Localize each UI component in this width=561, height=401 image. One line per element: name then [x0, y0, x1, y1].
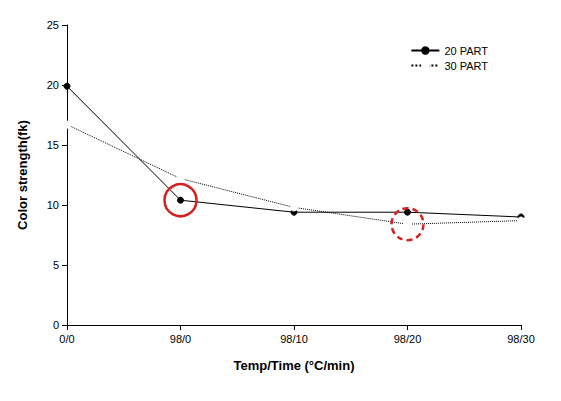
svg-text:Temp/Time (°C/min): Temp/Time (°C/min): [233, 358, 354, 373]
svg-text:25: 25: [47, 19, 59, 31]
svg-text:Color strength(fk): Color strength(fk): [15, 120, 30, 230]
svg-text:0: 0: [53, 319, 59, 331]
svg-text:30 PART: 30 PART: [444, 60, 488, 72]
svg-text:98/0: 98/0: [170, 333, 191, 345]
svg-text:20: 20: [47, 79, 59, 91]
svg-text:20 PART: 20 PART: [444, 45, 488, 57]
svg-text:0/0: 0/0: [59, 333, 74, 345]
svg-text:5: 5: [53, 259, 59, 271]
svg-text:10: 10: [47, 199, 59, 211]
svg-text:98/20: 98/20: [394, 333, 422, 345]
svg-text:98/30: 98/30: [507, 333, 535, 345]
svg-text:98/10: 98/10: [280, 333, 308, 345]
svg-text:15: 15: [47, 139, 59, 151]
